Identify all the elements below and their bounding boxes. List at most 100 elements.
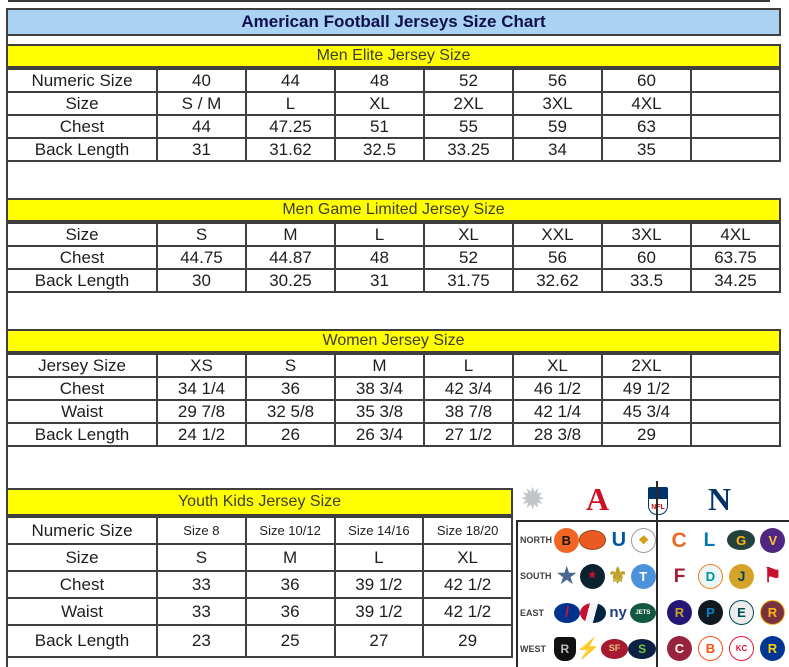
section-women: Women Jersey Size Jersey Size XS S M L XL 2XL C… — [6, 329, 781, 447]
patriots-logo — [580, 602, 607, 623]
size-cell: 60 — [601, 245, 692, 270]
size-cell: 34.25 — [690, 268, 781, 293]
size-cell: 3XL — [512, 91, 603, 116]
size-cell: 51 — [334, 114, 425, 139]
size-cell — [690, 376, 781, 401]
section-youth-kids: Youth Kids Jersey Size Numeric Size Size … — [6, 488, 513, 658]
bills-logo: / — [554, 602, 581, 623]
raiders-logo: R — [554, 636, 576, 661]
size-cell: 33 — [156, 597, 247, 626]
lions-logo: L — [703, 529, 716, 551]
browns-logo — [578, 530, 607, 551]
afc-zone: / ny JETS — [554, 600, 656, 625]
row-label: Waist — [6, 399, 158, 424]
size-cell: 42 3/4 — [423, 376, 514, 401]
division-label: EAST — [520, 607, 545, 618]
size-cell: 3XL — [601, 222, 692, 247]
seahawks-logo: S — [628, 638, 656, 659]
table-row: Numeric Size Size 8 Size 10/12 Size 14/16 Si… — [6, 516, 513, 545]
cowboys-logo: ★ — [556, 563, 577, 589]
division-row: NORTH B U ❖ C L G V — [518, 522, 789, 558]
size-cell: 49 1/2 — [601, 376, 692, 401]
size-cell — [690, 399, 781, 424]
size-cell: 23 — [156, 624, 247, 658]
size-cell: 56 — [512, 245, 603, 270]
size-cell: S — [156, 222, 247, 247]
size-cell: S / M — [156, 91, 247, 116]
titans-logo: T — [630, 563, 656, 589]
size-cell: 38 7/8 — [423, 399, 514, 424]
table-row: Back Length 24 1/2 26 26 3/4 27 1/2 28 3/8 29 — [6, 422, 781, 447]
row-label: Numeric Size — [6, 68, 158, 93]
section-header-men-game-limited: Men Game Limited Jersey Size — [6, 198, 781, 222]
saints-logo: ⚜ — [607, 563, 628, 589]
giants-logo: ny — [609, 604, 627, 622]
size-cell — [690, 68, 781, 93]
size-cell: 31.62 — [245, 137, 336, 162]
steelers-logo: ❖ — [631, 527, 656, 553]
chargers-logo: ⚡ — [575, 637, 601, 660]
section-men-game-limited: Men Game Limited Jersey Size Size S M L XL XX… — [6, 198, 781, 293]
table-row: Waist 29 7/8 32 5/8 35 3/8 38 7/8 42 1/4 45 3/… — [6, 399, 781, 424]
size-cell: 26 — [245, 422, 336, 447]
row-label: Chest — [6, 114, 158, 139]
size-cell: L — [423, 353, 514, 378]
size-cell: 30.25 — [245, 268, 336, 293]
table-row: Chest 34 1/4 36 38 3/4 42 3/4 46 1/2 49 1/2 — [6, 376, 781, 401]
size-cell: 27 — [333, 624, 425, 658]
size-cell: 42 1/2 — [422, 597, 513, 626]
section-header-youth-kids: Youth Kids Jersey Size — [6, 488, 513, 516]
size-cell: 44.75 — [156, 245, 247, 270]
division-row: EAST / ny JETS R P E R — [518, 595, 789, 631]
size-cell: L — [245, 91, 336, 116]
size-cell: L — [334, 222, 425, 247]
section-men-elite: Men Elite Jersey Size Numeric Size 40 44 48… — [6, 44, 781, 162]
size-cell: 60 — [601, 68, 692, 93]
size-cell: 30 — [156, 268, 247, 293]
dolphins-logo: D — [698, 563, 723, 589]
row-label: Jersey Size — [6, 353, 158, 378]
nfc-zone: C B KC R — [664, 636, 788, 662]
size-cell: 44 — [245, 68, 336, 93]
colts-logo: U — [611, 529, 627, 552]
division-label: NORTH — [520, 535, 552, 546]
size-cell: 44.87 — [245, 245, 336, 270]
row-label: Chest — [6, 245, 158, 270]
size-cell: 29 — [422, 624, 513, 658]
eagles-logo: E — [729, 600, 754, 626]
size-cell: 2XL — [601, 353, 692, 378]
size-cell — [690, 137, 781, 162]
row-label: Chest — [6, 376, 158, 401]
size-cell: 29 7/8 — [156, 399, 247, 424]
row-label: Waist — [6, 597, 158, 626]
size-cell: 46 1/2 — [512, 376, 603, 401]
size-cell: 32.5 — [334, 137, 425, 162]
size-cell: 42 1/2 — [422, 570, 513, 599]
size-cell: XL — [422, 543, 513, 572]
size-cell: 56 — [512, 68, 603, 93]
nfc-logo: N — [708, 481, 732, 517]
table-row: Size S M L XL XXL 3XL 4XL — [6, 222, 781, 247]
division-row: WEST R ⚡ SF S C B KC R — [518, 631, 789, 667]
size-cell: 40 — [156, 68, 247, 93]
cardinals-logo: C — [667, 636, 692, 662]
chiefs-logo: KC — [729, 636, 754, 662]
division-row: SOUTH ★ ★ ⚜ T F D J ⚑ — [518, 558, 789, 594]
section-header-men-elite: Men Elite Jersey Size — [6, 44, 781, 68]
row-label: Size — [6, 91, 158, 116]
row-label: Numeric Size — [6, 516, 158, 545]
size-cell: Size 10/12 — [244, 516, 336, 545]
size-cell: Size 8 — [156, 516, 247, 545]
nfl-shield-icon: NFL — [648, 487, 668, 515]
size-cell — [690, 422, 781, 447]
jets-logo: JETS — [629, 602, 656, 623]
packers-logo: G — [727, 530, 756, 551]
size-cell: 52 — [423, 245, 514, 270]
size-cell: 26 3/4 — [334, 422, 425, 447]
size-cell: 48 — [334, 245, 425, 270]
size-cell: 27 1/2 — [423, 422, 514, 447]
bears-logo: C — [671, 528, 687, 552]
